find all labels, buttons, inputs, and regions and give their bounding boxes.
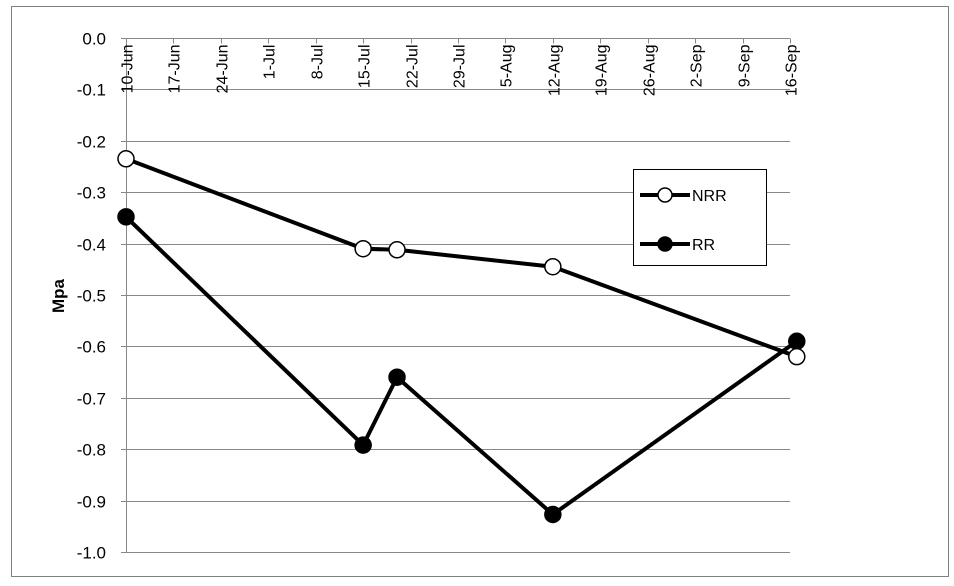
x-tick-label: 24-Jun [215,45,232,94]
y-tick-label: 0.0 [82,30,106,49]
legend: NRR RR [633,169,767,266]
y-tick-label: -0.4 [77,236,106,255]
legend-label-nrr: NRR [692,188,727,205]
y-axis-title: Mpa [49,278,68,313]
y-tick-label: -0.6 [77,338,106,357]
x-tick-label: 2-Sep [689,44,706,87]
axes [121,38,791,553]
legend-items: NRR RR [640,187,727,254]
chart-border [11,6,949,577]
y-tick-label: -0.5 [77,287,106,306]
x-tick-label: 15-Jul [357,45,374,89]
data-point-nrr [117,150,135,168]
legend-marker-nrr [657,187,673,203]
x-tick-label: 12-Aug [547,45,564,97]
x-tick-label: 16-Sep [784,44,801,96]
y-tick-label: -0.3 [77,184,106,203]
x-tick-label: 8-Jul [310,45,327,80]
x-tick-label: 22-Jul [405,45,422,89]
x-tick-label: 29-Jul [452,45,469,89]
y-tick-label: -0.2 [77,133,106,152]
data-point-nrr [544,257,562,276]
legend-box [633,169,767,266]
data-point-nrr [788,347,806,366]
data-point-nrr [388,241,406,259]
y-tick-label: -0.7 [77,390,106,409]
x-tick-label: 9-Sep [737,44,754,87]
x-tick-labels: 10-Jun 17-Jun 24-Jun 1-Jul 8-Jul 15-Jul 22-Jul… [120,44,801,96]
x-tick-label: 10-Jun [120,45,137,94]
x-tick-label: 26-Aug [642,45,659,97]
y-tick-labels: 0.0 -0.1 -0.2 -0.3 -0.4 -0.5 -0.6 -0.7 -0.8 -0.9 -… [77,30,106,563]
data-point-nrr [354,239,372,258]
data-point-rr [788,332,806,351]
y-tick-label: -0.1 [77,81,106,100]
gridlines [126,89,790,553]
y-tick-label: -0.9 [77,493,106,512]
x-tick-label: 1-Jul [262,45,279,80]
x-tick-label: 19-Aug [594,45,611,97]
data-point-rr [354,436,372,454]
data-point-rr [388,368,406,386]
x-tick-label: 17-Jun [167,45,184,94]
y-tick-label: -0.8 [77,441,106,460]
legend-label-rr: RR [692,237,715,254]
legend-marker-rr [657,236,673,252]
y-tick-label: -1.0 [77,544,106,563]
data-point-rr [544,505,562,524]
x-tick-label: 5-Aug [499,45,516,88]
data-point-rr [117,208,135,226]
series [117,150,806,524]
